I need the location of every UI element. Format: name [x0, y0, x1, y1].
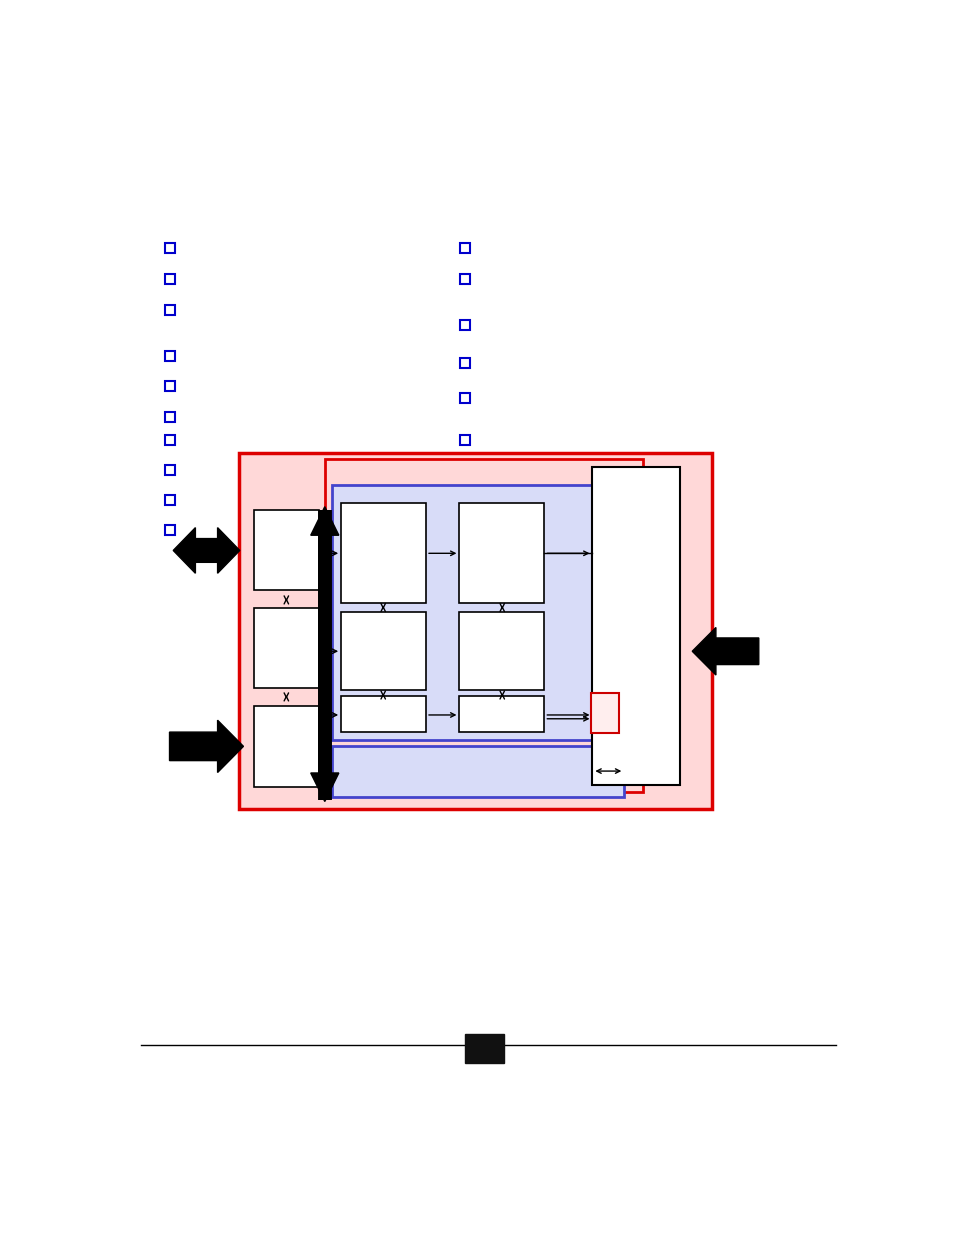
Bar	[592, 467, 679, 785]
Polygon shape	[692, 627, 758, 676]
Bar	[465, 1035, 503, 1063]
Polygon shape	[170, 720, 243, 773]
Bar	[253, 510, 318, 590]
Bar	[341, 697, 426, 732]
Bar	[459, 503, 544, 603]
Bar	[253, 608, 318, 688]
Polygon shape	[173, 527, 239, 573]
Bar	[459, 613, 544, 690]
Bar	[332, 485, 623, 740]
Bar	[341, 503, 426, 603]
Bar	[341, 613, 426, 690]
Bar	[459, 697, 544, 732]
Polygon shape	[311, 506, 338, 802]
Bar	[253, 706, 318, 787]
Bar	[332, 746, 623, 797]
Bar	[324, 459, 642, 792]
Bar	[239, 452, 712, 809]
Bar	[590, 693, 618, 734]
